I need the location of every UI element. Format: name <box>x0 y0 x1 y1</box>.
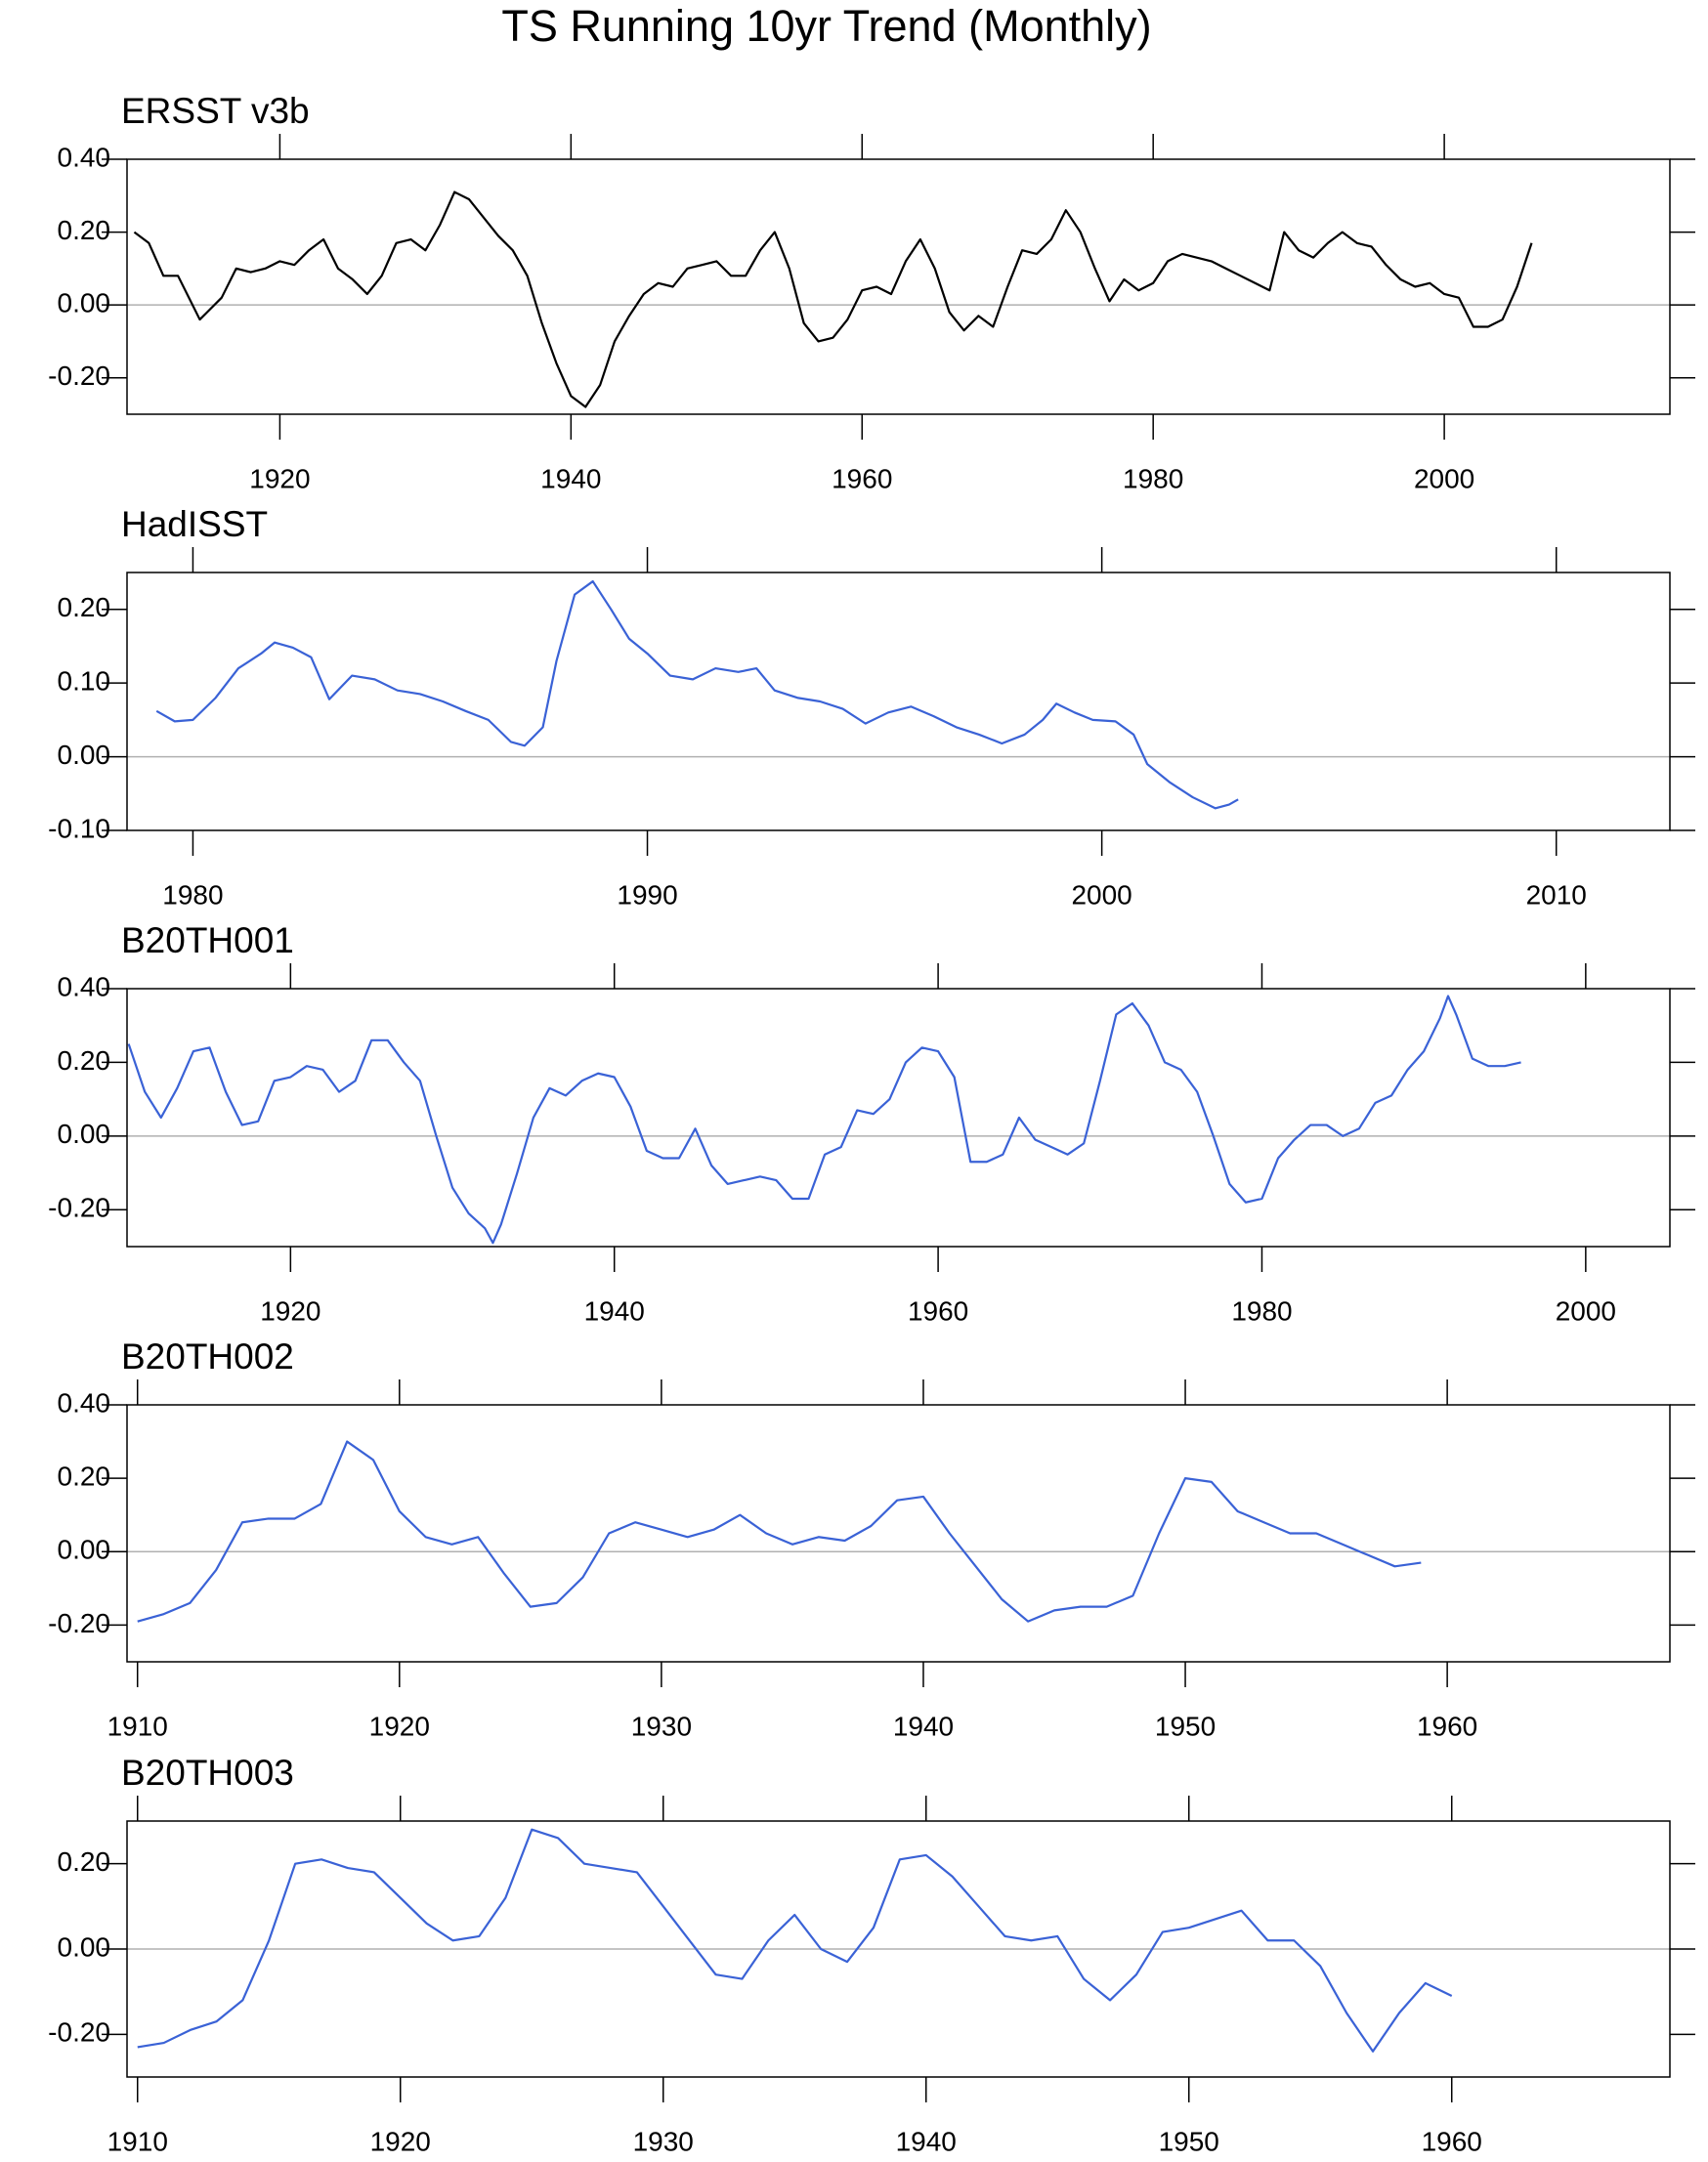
data-line <box>127 995 1521 1245</box>
y-tick-label: 0.10 <box>58 666 111 697</box>
x-tick-label: 1920 <box>249 463 310 493</box>
y-tick-label: -0.20 <box>48 360 110 391</box>
panel: ERSST v3b -0.20 0.00 0.20 0.40 1920 1940 1960 19… <box>48 91 1695 493</box>
data-line <box>133 191 1533 408</box>
main-title: TS Running 10yr Trend (Monthly) <box>501 1 1151 51</box>
data-line <box>137 1828 1453 2053</box>
x-tick-label: 1980 <box>1123 463 1183 493</box>
plot-frame <box>126 988 1671 1248</box>
y-tick-label: 0.00 <box>58 1119 111 1149</box>
panel-title: B20TH001 <box>121 920 294 960</box>
x-tick-label: 1920 <box>369 1711 430 1741</box>
x-tick-label: 1940 <box>540 463 601 493</box>
y-tick-label: 0.20 <box>58 1045 111 1076</box>
x-tick-label: 1960 <box>832 463 892 493</box>
x-tick-label: 1940 <box>896 2126 957 2156</box>
y-tick-label: -0.20 <box>48 1608 110 1638</box>
x-tick-label: 1960 <box>1417 1711 1477 1741</box>
y-tick-label: 0.40 <box>58 142 111 172</box>
plot-frame <box>126 1820 1671 2078</box>
data-line <box>155 579 1239 810</box>
x-tick-label: 1910 <box>107 1711 168 1741</box>
x-tick-label: 1940 <box>584 1295 645 1326</box>
x-tick-label: 1950 <box>1155 1711 1216 1741</box>
x-tick-label: 1960 <box>908 1295 968 1326</box>
y-tick-label: 0.00 <box>58 1931 111 1962</box>
x-tick-label: 1980 <box>1231 1295 1292 1326</box>
x-tick-label: 1930 <box>633 2126 694 2156</box>
y-tick-label: 0.20 <box>58 1462 111 1492</box>
panel-title: ERSST v3b <box>121 91 310 131</box>
panel: B20TH002 -0.20 0.00 0.20 0.40 1910 1920 1930 194… <box>48 1336 1695 1741</box>
x-tick-label: 1950 <box>1159 2126 1219 2156</box>
plot-frame <box>126 572 1671 831</box>
y-tick-label: -0.10 <box>48 813 110 843</box>
x-tick-label: 1910 <box>107 2126 168 2156</box>
x-tick-label: 1920 <box>260 1295 320 1326</box>
x-tick-label: 2000 <box>1414 463 1474 493</box>
x-tick-label: 1920 <box>370 2126 431 2156</box>
y-tick-label: 0.20 <box>58 1846 111 1877</box>
data-line <box>137 1440 1422 1623</box>
y-tick-label: 0.40 <box>58 971 111 1001</box>
panel: B20TH001 -0.20 0.00 0.20 0.40 1920 1940 1960 198… <box>48 920 1695 1326</box>
plot-frame <box>126 1404 1671 1663</box>
x-tick-label: 2010 <box>1526 879 1587 910</box>
panel: HadISST -0.10 0.00 0.10 0.20 1980 1990 2000 2010 <box>48 504 1695 910</box>
x-tick-label: 1940 <box>893 1711 954 1741</box>
y-tick-label: -0.20 <box>48 1193 110 1223</box>
y-tick-label: 0.00 <box>58 288 111 318</box>
panel-title: B20TH003 <box>121 1753 294 1793</box>
y-tick-label: 0.20 <box>58 215 111 245</box>
y-tick-label: -0.20 <box>48 2017 110 2048</box>
panel-title: HadISST <box>121 504 268 544</box>
x-tick-label: 1960 <box>1422 2126 1482 2156</box>
y-tick-label: 0.40 <box>58 1387 111 1418</box>
x-tick-label: 2000 <box>1071 879 1132 910</box>
plot-frame <box>126 158 1671 415</box>
x-tick-label: 1980 <box>162 879 223 910</box>
y-tick-label: 0.00 <box>58 740 111 770</box>
x-tick-label: 1930 <box>631 1711 692 1741</box>
y-tick-label: 0.20 <box>58 592 111 622</box>
panel-title: B20TH002 <box>121 1336 294 1377</box>
x-tick-label: 2000 <box>1556 1295 1616 1326</box>
x-tick-label: 1990 <box>617 879 677 910</box>
y-tick-label: 0.00 <box>58 1535 111 1565</box>
panel: B20TH003 -0.20 0.00 0.20 1910 1920 1930 1940 195… <box>48 1753 1695 2156</box>
